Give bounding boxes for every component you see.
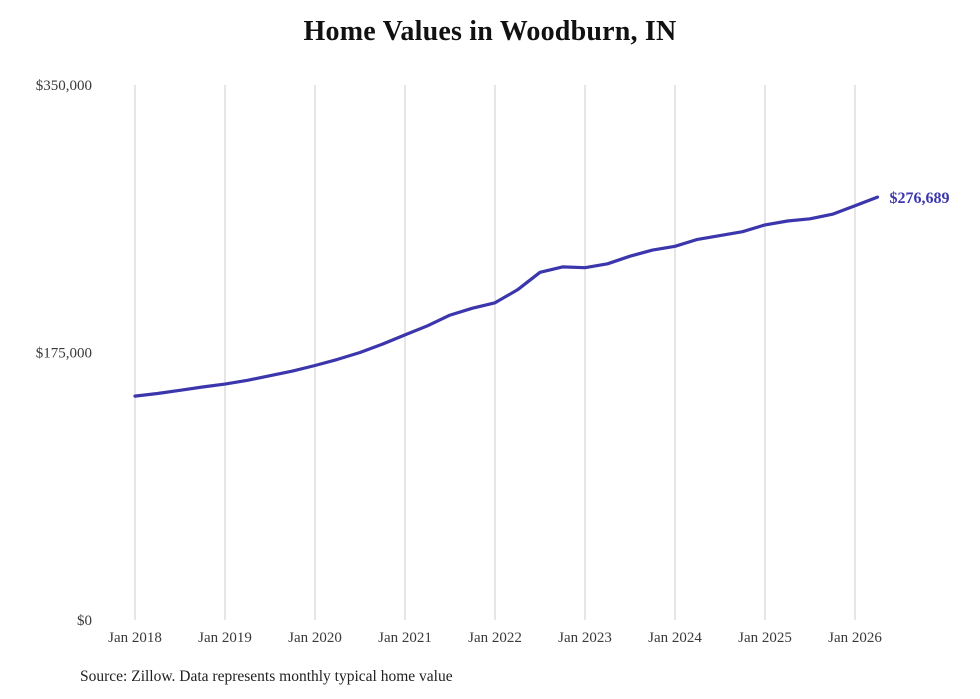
y-tick-label: $0 — [77, 613, 92, 629]
source-note: Source: Zillow. Data represents monthly … — [80, 668, 453, 685]
x-tick-label: Jan 2025 — [738, 630, 792, 646]
latest-value-label: $276,689 — [890, 190, 950, 207]
x-tick-label: Jan 2024 — [648, 630, 702, 646]
x-tick-label: Jan 2023 — [558, 630, 612, 646]
x-tick-label: Jan 2021 — [378, 630, 432, 646]
chart-title: Home Values in Woodburn, IN — [303, 16, 677, 47]
x-tick-label: Jan 2020 — [288, 630, 342, 646]
x-tick-label: Jan 2026 — [828, 630, 882, 646]
y-tick-label: $350,000 — [36, 78, 92, 94]
x-tick-label: Jan 2018 — [108, 630, 162, 646]
y-tick-label: $175,000 — [36, 346, 92, 362]
x-tick-label: Jan 2019 — [198, 630, 252, 646]
home-value-line — [133, 195, 880, 398]
x-tick-label: Jan 2022 — [468, 630, 522, 646]
